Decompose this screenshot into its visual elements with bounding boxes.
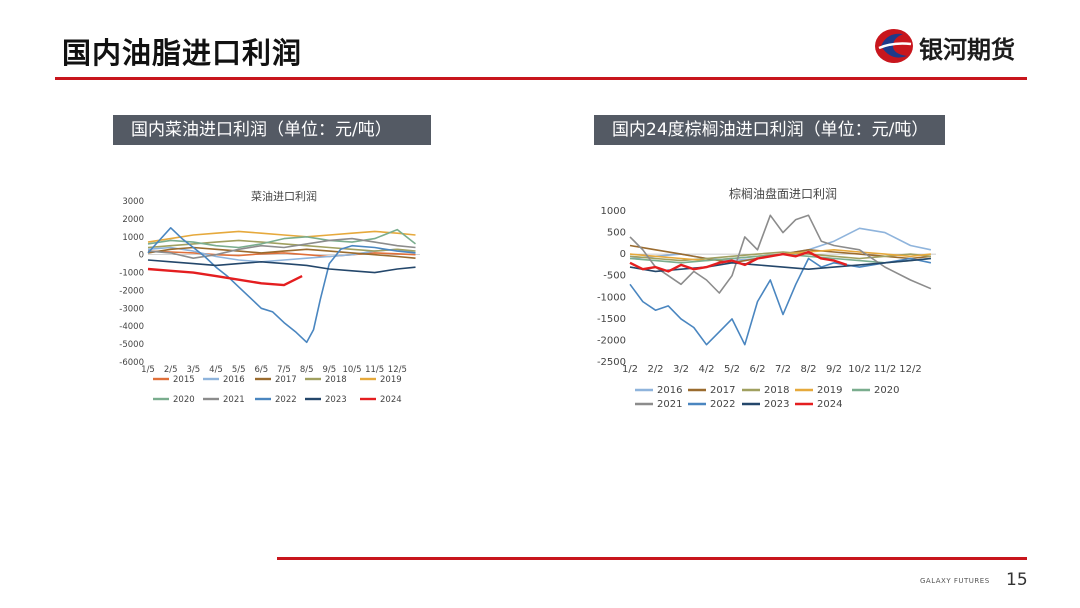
rapeseed-oil-profit-chart: 菜油进口利润 3000 2000 1000 0 -1000 -2000 -3000 -4000 -… <box>119 189 420 405</box>
palm-panel-title: 国内24度棕榈油进口利润（单位：元/吨） <box>594 115 945 145</box>
x-tick-label: 11/5 <box>365 365 384 375</box>
legend-label-2023: 2023 <box>325 395 347 405</box>
x-tick-label: 6/5 <box>254 365 268 375</box>
x-tick-label: 8/5 <box>300 365 314 375</box>
legend-label-2021: 2021 <box>223 395 245 405</box>
legend-label-2024: 2024 <box>380 395 402 405</box>
y-tick-label: -4000 <box>119 322 144 332</box>
y-tick-label: -5000 <box>119 340 144 350</box>
series-line-2023 <box>147 259 416 274</box>
legend-label-2016: 2016 <box>223 375 245 385</box>
series-line-2022 <box>629 257 932 346</box>
series-line-2018 <box>629 251 931 262</box>
series-line-2021 <box>629 214 932 294</box>
x-tick-label: 1/5 <box>141 365 155 375</box>
legend-label-2022: 2022 <box>710 399 735 410</box>
series-line-2020 <box>147 228 416 249</box>
legend-label-2018: 2018 <box>764 385 789 396</box>
series-line-2018 <box>147 239 416 252</box>
y-tick-label: 1000 <box>122 233 144 243</box>
series-line-2024 <box>147 267 303 287</box>
x-tick-label: 9/2 <box>826 364 842 375</box>
footer-divider <box>277 557 1027 560</box>
y-tick-label: -3000 <box>119 304 144 314</box>
rapeseed-panel-title: 国内菜油进口利润（单位：元/吨） <box>113 115 431 145</box>
legend-label-2017: 2017 <box>275 375 297 385</box>
legend-label-2019: 2019 <box>817 385 842 396</box>
y-tick-label: 0 <box>620 249 626 260</box>
y-tick-label: 500 <box>607 228 626 239</box>
title-divider <box>55 77 1027 80</box>
company-logo: 银河期货 <box>873 26 1033 70</box>
series-line-2023 <box>629 257 931 273</box>
y-tick-label: -2000 <box>597 335 626 346</box>
page-number: 15 <box>1006 570 1028 590</box>
legend-label-2022: 2022 <box>275 395 297 405</box>
x-tick-label: 5/5 <box>232 365 246 375</box>
x-tick-label: 10/5 <box>342 365 361 375</box>
legend-label-2020: 2020 <box>173 395 195 405</box>
y-tick-label: -2500 <box>597 357 626 368</box>
y-tick-label: 0 <box>139 251 144 261</box>
chart-title: 棕榈油盘面进口利润 <box>729 186 837 201</box>
series-line-2015 <box>147 250 416 258</box>
legend-label-2021: 2021 <box>657 399 682 410</box>
x-tick-label: 4/5 <box>209 365 223 375</box>
legend-label-2017: 2017 <box>710 385 735 396</box>
legend-label-2015: 2015 <box>173 375 195 385</box>
x-tick-label: 4/2 <box>698 364 714 375</box>
legend-label-2019: 2019 <box>380 375 402 385</box>
legend-label-2024: 2024 <box>817 399 842 410</box>
series-line-2024 <box>629 250 848 273</box>
x-tick-label: 1/2 <box>622 364 638 375</box>
y-tick-label: 1000 <box>601 206 626 217</box>
y-tick-label: -1000 <box>119 269 144 279</box>
x-tick-label: 5/2 <box>724 364 740 375</box>
y-tick-label: -1000 <box>597 292 626 303</box>
page-title: 国内油脂进口利润 <box>62 36 303 70</box>
series-line-2022 <box>147 226 416 344</box>
logo-text: 银河期货 <box>919 36 1015 64</box>
y-tick-label: 3000 <box>122 197 144 207</box>
x-tick-label: 2/5 <box>164 365 178 375</box>
series-line-2021 <box>147 237 416 259</box>
x-tick-label: 6/2 <box>749 364 765 375</box>
x-tick-label: 2/2 <box>647 364 663 375</box>
x-tick-label: 7/5 <box>277 365 291 375</box>
y-tick-label: -500 <box>603 271 626 282</box>
footer-brand: GALAXY FUTURES <box>920 577 990 585</box>
x-tick-label: 7/2 <box>775 364 791 375</box>
x-tick-label: 10/2 <box>848 364 870 375</box>
x-tick-label: 12/2 <box>899 364 921 375</box>
x-tick-label: 12/5 <box>388 365 407 375</box>
y-tick-label: -2000 <box>119 286 144 296</box>
y-tick-label: -1500 <box>597 314 626 325</box>
x-tick-label: 3/5 <box>186 365 200 375</box>
x-tick-label: 3/2 <box>673 364 689 375</box>
y-tick-label: -6000 <box>119 358 144 368</box>
x-tick-label: 11/2 <box>874 364 896 375</box>
legend-label-2023: 2023 <box>764 399 789 410</box>
y-tick-label: 2000 <box>122 215 144 225</box>
legend-label-2016: 2016 <box>657 385 682 396</box>
chart-title: 菜油进口利润 <box>251 189 317 203</box>
x-tick-label: 8/2 <box>800 364 816 375</box>
legend-label-2020: 2020 <box>874 385 899 396</box>
series-line-2019 <box>147 230 416 243</box>
x-tick-label: 9/5 <box>322 365 336 375</box>
palm-oil-profit-chart: 棕榈油盘面进口利润 1000 500 0 -500 -1000 -1500 -2000 -250… <box>597 186 936 410</box>
legend-label-2018: 2018 <box>325 375 347 385</box>
galaxy-logo-icon <box>875 29 913 63</box>
